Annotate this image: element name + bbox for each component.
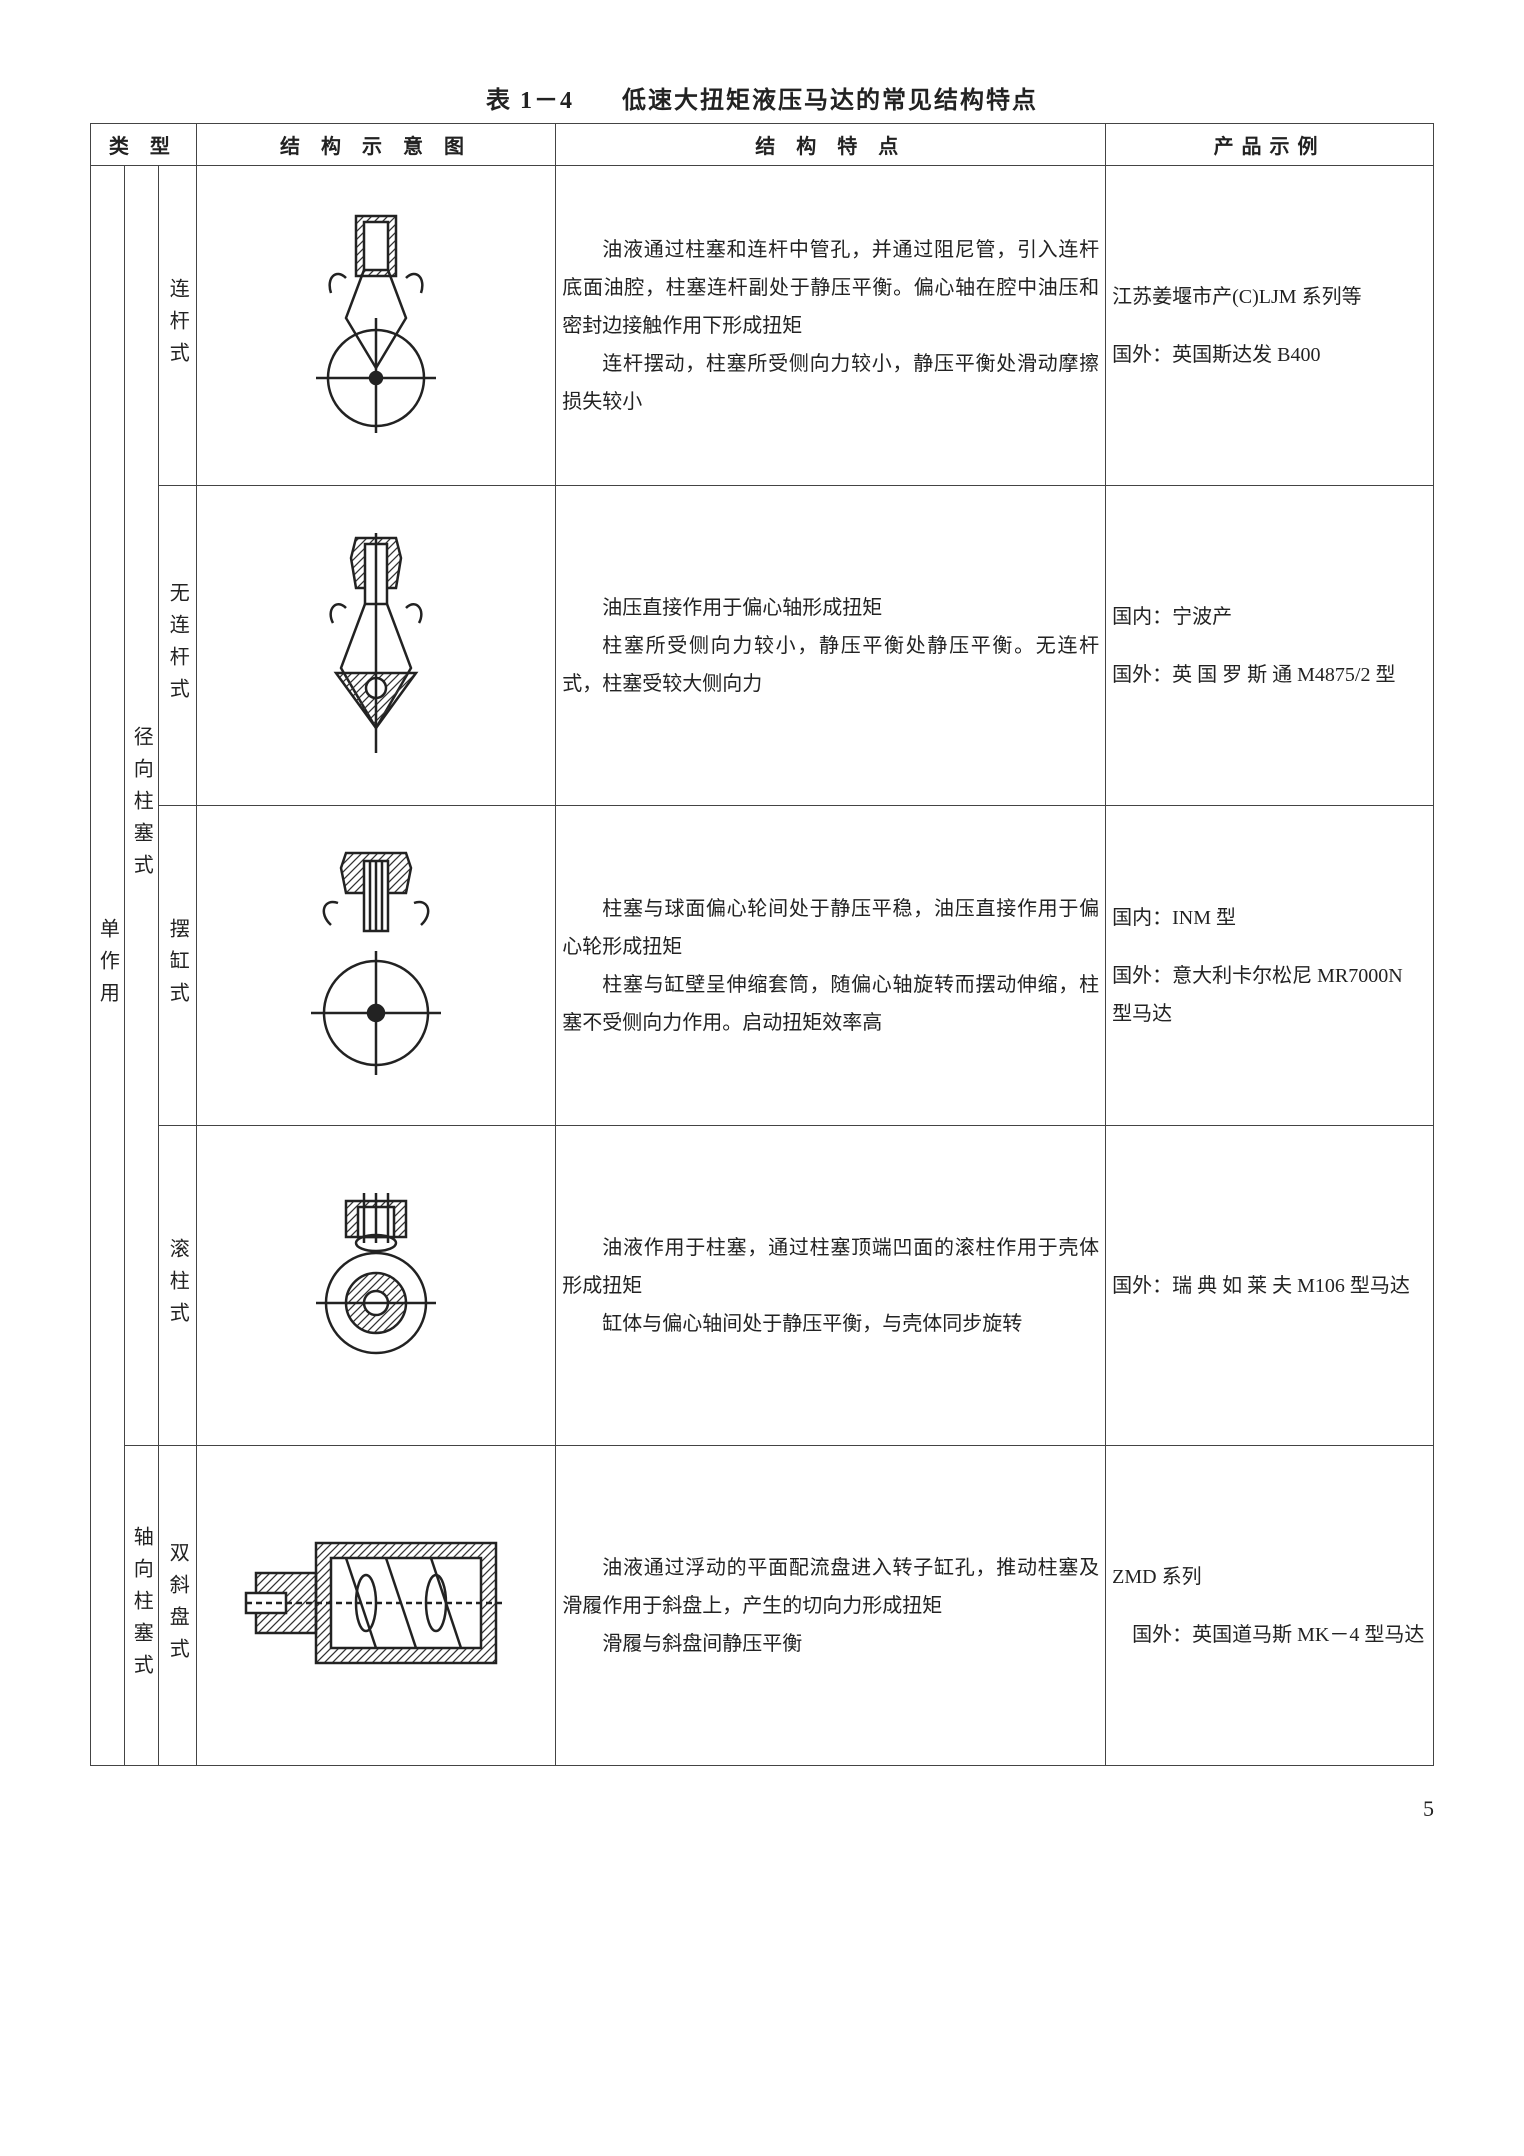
row-type-5: 双斜盘式 [158,1446,196,1766]
group-level2a: 径向柱塞式 [124,166,158,1446]
product-cell-5: ZMD 系列 国外：英国道马斯 MK－4 型马达 [1106,1446,1434,1766]
table-row: 无连杆式 油压直接作用于偏心轴形成扭矩柱塞所受侧向力较小，静压平衡处静压平衡 [91,486,1434,806]
row-type-1: 连杆式 [158,166,196,486]
schematic-icon [276,208,476,438]
table-title-text: 低速大扭矩液压马达的常见结构特点 [622,88,1038,114]
table-row: 滚柱式 油液作用于柱塞，通过柱塞顶端凹面的滚柱作用 [91,1126,1434,1446]
group-level2b: 轴向柱塞式 [124,1446,158,1766]
header-type: 类 型 [91,124,197,166]
table-header-row: 类 型 结 构 示 意 图 结 构 特 点 产品示例 [91,124,1434,166]
schematic-icon [276,1183,476,1383]
header-features: 结 构 特 点 [556,124,1106,166]
group-level1: 单作用 [91,166,125,1766]
diagram-cell-4 [196,1126,556,1446]
features-cell-3: 柱塞与球面偏心轮间处于静压平稳，油压直接作用于偏心轮形成扭矩柱塞与缸壁呈伸缩套筒… [556,806,1106,1126]
schematic-icon [236,1503,516,1703]
table-caption: 表 1－4 低速大扭矩液压马达的常见结构特点 [90,80,1434,115]
diagram-cell-3 [196,806,556,1126]
row-type-2: 无连杆式 [158,486,196,806]
row-type-4: 滚柱式 [158,1126,196,1446]
header-diagram: 结 构 示 意 图 [196,124,556,166]
table-number: 表 1－4 [486,88,574,114]
features-cell-1: 油液通过柱塞和连杆中管孔，并通过阻尼管，引入连杆底面油腔，柱塞连杆副处于静压平衡… [556,166,1106,486]
product-cell-1: 江苏姜堰市产(C)LJM 系列等国外：英国斯达发 B400 [1106,166,1434,486]
table-row: 轴向柱塞式 双斜盘式 油液通过浮动的平 [91,1446,1434,1766]
structure-table: 类 型 结 构 示 意 图 结 构 特 点 产品示例 单作用 径向柱塞式 连杆式 [90,123,1434,1766]
diagram-cell-1 [196,166,556,486]
diagram-cell-5 [196,1446,556,1766]
page-number: 5 [90,1796,1434,1822]
header-product: 产品示例 [1106,124,1434,166]
table-row: 单作用 径向柱塞式 连杆式 [91,166,1434,486]
features-cell-5: 油液通过浮动的平面配流盘进入转子缸孔，推动柱塞及滑履作用于斜盘上，产生的切向力形… [556,1446,1106,1766]
product-cell-4: 国外：瑞 典 如 莱 夫 M106 型马达 [1106,1126,1434,1446]
row-type-3: 摆缸式 [158,806,196,1126]
schematic-icon [276,843,476,1083]
product-cell-2: 国内：宁波产国外：英 国 罗 斯 通 M4875/2 型 [1106,486,1434,806]
schematic-icon [281,528,471,758]
table-row: 摆缸式 柱塞与球面偏心轮间处于静压平稳，油压直接作 [91,806,1434,1126]
features-cell-4: 油液作用于柱塞，通过柱塞顶端凹面的滚柱作用于壳体形成扭矩缸体与偏心轴间处于静压平… [556,1126,1106,1446]
product-cell-3: 国内：INM 型国外：意大利卡尔松尼 MR7000N 型马达 [1106,806,1434,1126]
features-cell-2: 油压直接作用于偏心轴形成扭矩柱塞所受侧向力较小，静压平衡处静压平衡。无连杆式，柱… [556,486,1106,806]
diagram-cell-2 [196,486,556,806]
